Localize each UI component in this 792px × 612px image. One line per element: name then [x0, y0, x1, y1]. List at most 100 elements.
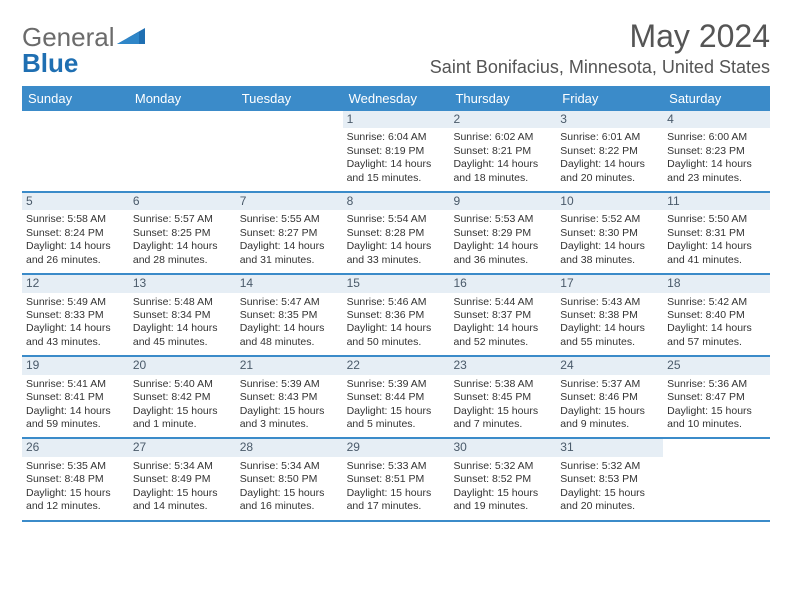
- daylight-text-line2: and 1 minute.: [133, 418, 232, 431]
- daylight-text-line2: and 38 minutes.: [560, 254, 659, 267]
- sunrise-text: Sunrise: 5:40 AM: [133, 378, 232, 391]
- sunrise-text: Sunrise: 5:46 AM: [347, 296, 446, 309]
- calendar-day-cell: 13Sunrise: 5:48 AMSunset: 8:34 PMDayligh…: [129, 275, 236, 355]
- sunrise-text: Sunrise: 5:57 AM: [133, 213, 232, 226]
- day-number: 22: [343, 357, 450, 374]
- daylight-text-line1: Daylight: 14 hours: [667, 158, 766, 171]
- calendar-week-row: 26Sunrise: 5:35 AMSunset: 8:48 PMDayligh…: [22, 439, 770, 521]
- calendar-day-cell: 20Sunrise: 5:40 AMSunset: 8:42 PMDayligh…: [129, 357, 236, 437]
- calendar-day-cell: 3Sunrise: 6:01 AMSunset: 8:22 PMDaylight…: [556, 111, 663, 191]
- calendar-day-cell: 29Sunrise: 5:33 AMSunset: 8:51 PMDayligh…: [343, 439, 450, 519]
- daylight-text-line1: Daylight: 14 hours: [560, 158, 659, 171]
- daylight-text-line1: Daylight: 15 hours: [560, 487, 659, 500]
- calendar-day-cell: 30Sunrise: 5:32 AMSunset: 8:52 PMDayligh…: [449, 439, 556, 519]
- weekday-header-row: Sunday Monday Tuesday Wednesday Thursday…: [22, 86, 770, 111]
- day-number: 17: [556, 275, 663, 292]
- daylight-text-line2: and 5 minutes.: [347, 418, 446, 431]
- daylight-text-line2: and 15 minutes.: [347, 172, 446, 185]
- daylight-text-line1: Daylight: 14 hours: [26, 322, 125, 335]
- header-row: General Blue May 2024 Saint Bonifacius, …: [22, 18, 770, 78]
- calendar-day-cell: 11Sunrise: 5:50 AMSunset: 8:31 PMDayligh…: [663, 193, 770, 273]
- sunset-text: Sunset: 8:19 PM: [347, 145, 446, 158]
- daylight-text-line1: Daylight: 14 hours: [347, 158, 446, 171]
- sunset-text: Sunset: 8:33 PM: [26, 309, 125, 322]
- day-number: 24: [556, 357, 663, 374]
- calendar-day-cell: 2Sunrise: 6:02 AMSunset: 8:21 PMDaylight…: [449, 111, 556, 191]
- sunrise-text: Sunrise: 5:50 AM: [667, 213, 766, 226]
- calendar-day-cell: 6Sunrise: 5:57 AMSunset: 8:25 PMDaylight…: [129, 193, 236, 273]
- calendar-day-cell: 19Sunrise: 5:41 AMSunset: 8:41 PMDayligh…: [22, 357, 129, 437]
- calendar-empty-cell: [236, 111, 343, 191]
- day-number: 12: [22, 275, 129, 292]
- calendar-day-cell: 18Sunrise: 5:42 AMSunset: 8:40 PMDayligh…: [663, 275, 770, 355]
- sunrise-text: Sunrise: 5:41 AM: [26, 378, 125, 391]
- sunset-text: Sunset: 8:49 PM: [133, 473, 232, 486]
- sunrise-text: Sunrise: 5:52 AM: [560, 213, 659, 226]
- daylight-text-line2: and 41 minutes.: [667, 254, 766, 267]
- logo-triangle-icon: [117, 26, 145, 46]
- day-number: 6: [129, 193, 236, 210]
- sunrise-text: Sunrise: 5:48 AM: [133, 296, 232, 309]
- sunrise-text: Sunrise: 5:43 AM: [560, 296, 659, 309]
- calendar-week-row: 12Sunrise: 5:49 AMSunset: 8:33 PMDayligh…: [22, 275, 770, 357]
- sunrise-text: Sunrise: 5:42 AM: [667, 296, 766, 309]
- daylight-text-line2: and 10 minutes.: [667, 418, 766, 431]
- logo-text-part2: Blue: [22, 48, 78, 78]
- sunrise-text: Sunrise: 5:47 AM: [240, 296, 339, 309]
- day-number: 31: [556, 439, 663, 456]
- daylight-text-line2: and 28 minutes.: [133, 254, 232, 267]
- daylight-text-line1: Daylight: 14 hours: [240, 322, 339, 335]
- sunrise-text: Sunrise: 5:39 AM: [347, 378, 446, 391]
- daylight-text-line1: Daylight: 15 hours: [26, 487, 125, 500]
- sunset-text: Sunset: 8:45 PM: [453, 391, 552, 404]
- daylight-text-line2: and 20 minutes.: [560, 172, 659, 185]
- day-number: 19: [22, 357, 129, 374]
- daylight-text-line2: and 48 minutes.: [240, 336, 339, 349]
- day-number: 3: [556, 111, 663, 128]
- sunset-text: Sunset: 8:47 PM: [667, 391, 766, 404]
- sunrise-text: Sunrise: 5:34 AM: [133, 460, 232, 473]
- calendar-grid: Sunday Monday Tuesday Wednesday Thursday…: [22, 86, 770, 522]
- calendar-day-cell: 9Sunrise: 5:53 AMSunset: 8:29 PMDaylight…: [449, 193, 556, 273]
- daylight-text-line1: Daylight: 15 hours: [560, 405, 659, 418]
- day-number: 18: [663, 275, 770, 292]
- daylight-text-line2: and 50 minutes.: [347, 336, 446, 349]
- day-number: 27: [129, 439, 236, 456]
- daylight-text-line2: and 3 minutes.: [240, 418, 339, 431]
- daylight-text-line1: Daylight: 14 hours: [347, 240, 446, 253]
- sunset-text: Sunset: 8:48 PM: [26, 473, 125, 486]
- daylight-text-line2: and 19 minutes.: [453, 500, 552, 513]
- daylight-text-line2: and 31 minutes.: [240, 254, 339, 267]
- daylight-text-line1: Daylight: 15 hours: [347, 487, 446, 500]
- sunset-text: Sunset: 8:22 PM: [560, 145, 659, 158]
- calendar-day-cell: 14Sunrise: 5:47 AMSunset: 8:35 PMDayligh…: [236, 275, 343, 355]
- sunset-text: Sunset: 8:25 PM: [133, 227, 232, 240]
- sunrise-text: Sunrise: 5:58 AM: [26, 213, 125, 226]
- sunset-text: Sunset: 8:28 PM: [347, 227, 446, 240]
- sunrise-text: Sunrise: 5:44 AM: [453, 296, 552, 309]
- calendar-day-cell: 10Sunrise: 5:52 AMSunset: 8:30 PMDayligh…: [556, 193, 663, 273]
- day-number: 21: [236, 357, 343, 374]
- title-block: May 2024 Saint Bonifacius, Minnesota, Un…: [430, 18, 770, 78]
- day-number: 5: [22, 193, 129, 210]
- sunset-text: Sunset: 8:31 PM: [667, 227, 766, 240]
- daylight-text-line2: and 52 minutes.: [453, 336, 552, 349]
- calendar-day-cell: 1Sunrise: 6:04 AMSunset: 8:19 PMDaylight…: [343, 111, 450, 191]
- daylight-text-line2: and 26 minutes.: [26, 254, 125, 267]
- sunset-text: Sunset: 8:27 PM: [240, 227, 339, 240]
- calendar-day-cell: 16Sunrise: 5:44 AMSunset: 8:37 PMDayligh…: [449, 275, 556, 355]
- daylight-text-line2: and 17 minutes.: [347, 500, 446, 513]
- sunrise-text: Sunrise: 5:37 AM: [560, 378, 659, 391]
- sunset-text: Sunset: 8:46 PM: [560, 391, 659, 404]
- sunset-text: Sunset: 8:42 PM: [133, 391, 232, 404]
- daylight-text-line1: Daylight: 15 hours: [133, 487, 232, 500]
- daylight-text-line1: Daylight: 14 hours: [26, 240, 125, 253]
- sunrise-text: Sunrise: 5:39 AM: [240, 378, 339, 391]
- daylight-text-line1: Daylight: 14 hours: [240, 240, 339, 253]
- daylight-text-line2: and 45 minutes.: [133, 336, 232, 349]
- weekday-header: Saturday: [663, 86, 770, 111]
- daylight-text-line1: Daylight: 14 hours: [453, 158, 552, 171]
- calendar-day-cell: 7Sunrise: 5:55 AMSunset: 8:27 PMDaylight…: [236, 193, 343, 273]
- daylight-text-line1: Daylight: 15 hours: [667, 405, 766, 418]
- sunrise-text: Sunrise: 5:55 AM: [240, 213, 339, 226]
